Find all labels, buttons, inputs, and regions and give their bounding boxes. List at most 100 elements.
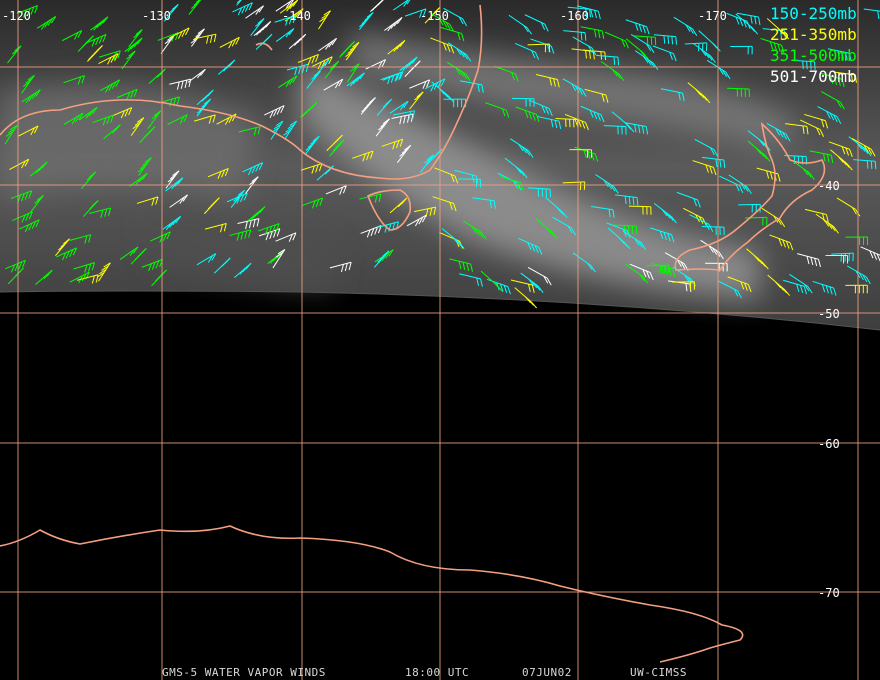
wind-barb [19, 219, 40, 233]
barb-tick [184, 79, 188, 88]
barb-shaft [301, 197, 323, 207]
barb-tick [143, 132, 150, 139]
barb-tick [34, 198, 42, 204]
barb-tick [588, 45, 593, 54]
barb-tick [756, 257, 763, 265]
barb-tick [129, 248, 136, 256]
wind-barb [830, 149, 853, 171]
barb-tick [574, 117, 578, 126]
barb-shaft [162, 215, 181, 230]
barb-shaft [119, 246, 139, 260]
wind-barb [389, 197, 407, 214]
barb-tick [623, 229, 627, 237]
barb-tick [649, 45, 655, 54]
barb-tick [315, 199, 320, 208]
barb-tick [646, 26, 650, 35]
barb-tick [148, 263, 152, 272]
barb-tick [132, 123, 140, 130]
wind-barb [376, 98, 392, 116]
wind-barb [18, 125, 39, 137]
barb-tick [72, 247, 77, 256]
barb-tick [378, 124, 385, 131]
wind-barb [124, 37, 143, 52]
barb-tick [334, 80, 340, 89]
barb-shaft [10, 190, 32, 199]
wind-barb [747, 140, 771, 162]
barb-tick [823, 219, 830, 227]
wind-barb [99, 50, 121, 60]
barb-shaft [406, 214, 427, 227]
barb-tick [466, 262, 470, 271]
barb-tick [21, 214, 26, 223]
barb-shaft [116, 88, 138, 99]
wind-barb [511, 97, 535, 107]
barb-tick [642, 52, 649, 60]
wind-barb [130, 248, 147, 265]
barb-tick [399, 151, 407, 157]
wind-barb [727, 276, 752, 293]
barb-tick [273, 108, 278, 117]
barb-tick [612, 209, 615, 218]
wind-barb [821, 91, 845, 110]
barb-tick [318, 163, 323, 172]
barb-tick [448, 95, 455, 103]
barb-tick [532, 112, 536, 121]
barb-tick [325, 42, 331, 50]
wind-barb [399, 56, 418, 71]
barb-tick [151, 262, 156, 270]
barb-tick [396, 17, 403, 25]
barb-tick [433, 206, 437, 216]
barb-tick [528, 283, 531, 293]
barb-tick [833, 76, 838, 85]
barb-tick [841, 51, 844, 60]
wind-barb [463, 220, 487, 240]
barb-tick [393, 45, 400, 52]
barb-tick [524, 148, 531, 156]
barb-tick [753, 254, 760, 262]
wind-barb [746, 248, 769, 270]
wind-barb [486, 278, 511, 295]
barb-tick [442, 20, 448, 28]
barb-tick [224, 117, 230, 125]
barb-tick [578, 87, 584, 95]
barb-tick [177, 177, 184, 185]
wind-barb [306, 70, 321, 89]
barb-shaft [12, 211, 33, 222]
barb-tick [425, 208, 429, 217]
barb-tick [35, 166, 42, 174]
barb-tick [259, 206, 266, 214]
barb-tick [796, 284, 800, 292]
wind-barb [646, 264, 670, 274]
barb-tick [253, 211, 260, 219]
barb-tick [715, 158, 718, 168]
wind-barb [527, 43, 551, 53]
wind-barb [111, 107, 133, 119]
barb-shaft [727, 87, 750, 90]
barb-tick [624, 196, 627, 205]
barb-tick [193, 34, 201, 41]
barb-tick [191, 3, 198, 9]
barb-tick [333, 137, 340, 144]
barb-tick [21, 160, 26, 169]
barb-tick [212, 114, 216, 123]
barb-tick [71, 116, 77, 125]
barb-shaft [188, 0, 202, 15]
barb-tick [22, 81, 31, 87]
barb-tick [345, 51, 353, 58]
wind-barb [279, 0, 299, 14]
barb-tick [587, 262, 593, 271]
wind-barb [9, 158, 30, 171]
barb-tick [605, 94, 609, 103]
barb-tick [245, 221, 248, 230]
wind-barb [504, 157, 528, 179]
barb-shaft [147, 110, 162, 129]
barb-shaft [55, 238, 70, 256]
barb-tick [585, 122, 589, 131]
barb-shaft [646, 264, 669, 267]
barb-tick [132, 246, 139, 254]
wind-barb [16, 5, 38, 18]
wind-barb [812, 280, 837, 296]
barb-tick [528, 111, 533, 120]
barb-tick [592, 51, 595, 60]
barb-tick [652, 62, 659, 71]
